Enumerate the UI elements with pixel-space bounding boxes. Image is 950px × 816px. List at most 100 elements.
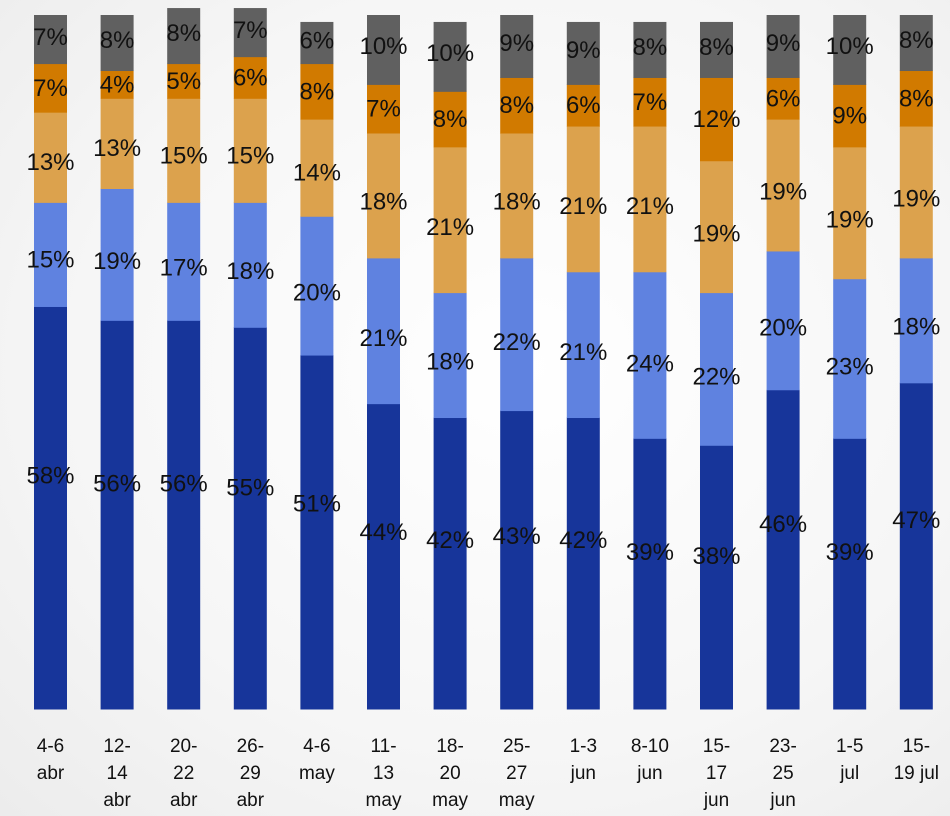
data-label: 10% [426, 40, 474, 67]
bar-segment [34, 112, 67, 203]
data-label: 8% [899, 85, 934, 112]
data-label: 10% [826, 33, 874, 60]
bar-segment [167, 202, 201, 321]
data-label: 19% [826, 206, 874, 233]
bar-segment [167, 98, 201, 203]
bar-segment [34, 202, 67, 307]
data-label: 24% [626, 350, 674, 377]
bar-segment [100, 98, 134, 189]
data-label: 14% [293, 160, 341, 187]
data-label: 19% [93, 248, 141, 275]
bar-segment [633, 77, 667, 127]
bar-segment [367, 15, 400, 85]
data-label: 8% [166, 20, 201, 47]
bar-segment [500, 257, 534, 412]
bar-segment [34, 15, 67, 65]
bar-segment [233, 327, 267, 710]
data-label: 9% [832, 103, 867, 130]
data-label: 21% [559, 339, 607, 366]
data-label: 39% [626, 539, 674, 566]
x-tick-label: 4-6 [37, 736, 64, 757]
data-label: 5% [166, 68, 201, 95]
bar-segment [566, 126, 600, 273]
bar-segment [300, 216, 334, 356]
x-tick-label: jun [703, 790, 729, 811]
x-tick-label: 23- [769, 736, 796, 757]
data-label: 13% [93, 135, 141, 162]
data-labels-group: 58% 15% 13% 7% 7% 56% 19% 13% 4% 8% 56% 17% 15% 5% 8% 5… [26, 17, 940, 570]
data-label: 42% [559, 527, 607, 554]
x-tick-label: jun [636, 763, 662, 784]
bar-segment [700, 292, 733, 446]
bar-segment [833, 84, 867, 148]
bar-segment [500, 15, 534, 78]
data-label: 8% [300, 78, 335, 105]
bar-segment [833, 278, 867, 439]
x-tick-label: 25- [503, 736, 530, 757]
data-label: 15% [226, 143, 274, 170]
data-label: 46% [759, 511, 807, 538]
bar-segment [34, 63, 67, 113]
data-label: 19% [759, 179, 807, 206]
bar-segment [899, 257, 933, 384]
data-label: 23% [826, 354, 874, 381]
data-label: 19% [892, 186, 940, 213]
data-label: 7% [633, 89, 668, 116]
data-label: 56% [93, 471, 141, 498]
bar-segment [566, 21, 600, 85]
bar-segment [233, 202, 267, 328]
data-label: 21% [426, 214, 474, 241]
data-label: 55% [226, 475, 274, 502]
data-label: 18% [426, 348, 474, 375]
bar-segment [766, 389, 800, 710]
x-tick-label: may [499, 790, 535, 811]
bar-segment [566, 417, 600, 710]
data-label: 12% [692, 106, 740, 133]
x-tick-label: may [299, 763, 335, 784]
data-label: 8% [633, 34, 668, 61]
x-tick-label: 1-3 [570, 736, 597, 757]
bar-segment [766, 77, 800, 120]
bar-segment [500, 132, 534, 259]
category-labels-group: 4-6 abr 12- 14 abr 20- 22 abr 26- 29 abr 4-6 may 11- 1… [37, 736, 939, 811]
data-label: 7% [233, 17, 268, 44]
x-tick-label: 22 [173, 763, 194, 784]
bar-segment [633, 438, 667, 710]
bar-segment [233, 98, 267, 203]
data-label: 8% [899, 27, 934, 54]
bar-segment [566, 84, 600, 127]
data-label: 44% [359, 519, 407, 546]
data-label: 9% [766, 30, 801, 57]
x-tick-label: 20- [170, 736, 197, 757]
data-label: 18% [892, 314, 940, 341]
x-tick-label: 1-5 [836, 736, 863, 757]
x-tick-label: 14 [107, 763, 129, 784]
data-label: 58% [26, 463, 74, 490]
bar-segment [300, 355, 334, 710]
x-tick-label: 18- [436, 736, 463, 757]
x-tick-label: abr [103, 790, 131, 811]
bar-segment [300, 119, 334, 217]
x-tick-label: 12- [103, 736, 130, 757]
x-tick-label: 11- [370, 736, 396, 757]
data-label: 8% [433, 106, 468, 133]
x-tick-label: 13 [373, 763, 394, 784]
data-label: 39% [826, 539, 874, 566]
data-label: 13% [26, 149, 74, 176]
data-label: 8% [699, 34, 734, 61]
bar-segment [34, 306, 67, 710]
bar-segment [233, 8, 267, 58]
data-label: 7% [366, 96, 401, 123]
data-label: 42% [426, 527, 474, 554]
data-label: 22% [493, 329, 541, 356]
data-label: 9% [566, 37, 601, 64]
data-label: 4% [100, 71, 135, 98]
x-tick-label: abr [237, 790, 265, 811]
data-label: 10% [359, 33, 407, 60]
data-label: 8% [100, 27, 135, 54]
bar-segment [766, 15, 800, 78]
x-tick-label: abr [37, 763, 65, 784]
x-tick-label: may [366, 790, 402, 811]
bar-segment [433, 21, 467, 92]
data-label: 43% [493, 523, 541, 550]
